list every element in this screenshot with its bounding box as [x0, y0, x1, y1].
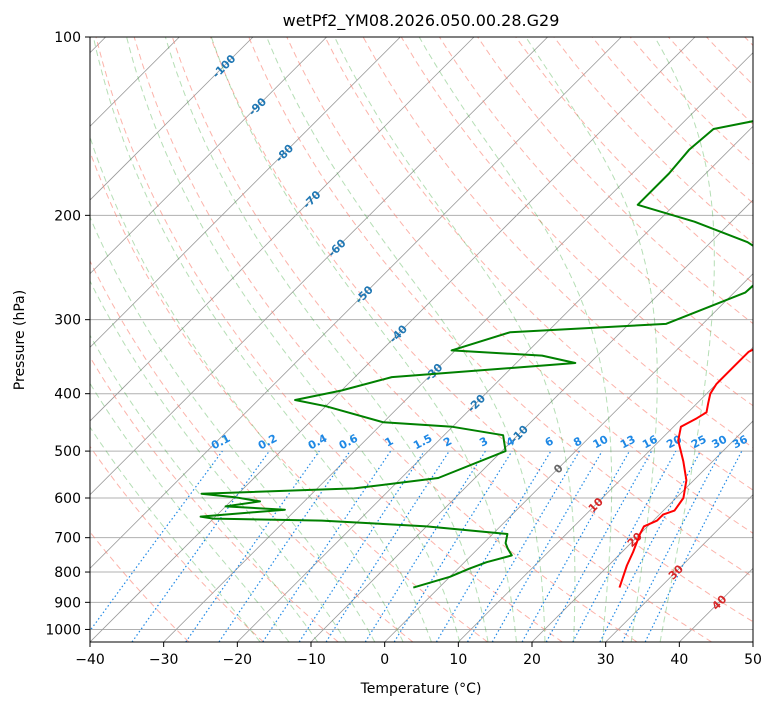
- moist-adiabat-line: [525, 37, 658, 642]
- x-axis-title: Temperature (°C): [360, 681, 482, 697]
- mixing-ratio-line: [90, 450, 223, 632]
- isotherm-line: [163, 52, 753, 642]
- plot-frame: [89, 36, 754, 643]
- x-tick-label: −20: [223, 652, 253, 668]
- chart-title: wetPf2_YM08.2026.050.00.28.G29: [283, 11, 560, 31]
- mixing-ratio-line: [218, 450, 351, 642]
- moist-adiabat-line: [126, 37, 461, 642]
- mixing-ratio-line: [131, 450, 270, 642]
- isotherm-line: [90, 37, 327, 275]
- mixing-ratio-label: 25: [689, 433, 709, 452]
- x-tick-label: −10: [296, 652, 326, 668]
- moist-adiabat-line: [266, 37, 546, 642]
- isotherm-line: [752, 641, 753, 642]
- dry-adiabat-line: [90, 445, 264, 642]
- mixing-ratio-line: [298, 450, 425, 642]
- y-tick-label: 400: [54, 387, 81, 403]
- moist-adiabat-line: [654, 37, 715, 642]
- y-tick-label: 700: [54, 531, 81, 547]
- moist-adiabat-line: [92, 37, 432, 642]
- moist-adiabat-line: [90, 135, 404, 642]
- x-tick-label: 0: [380, 652, 389, 668]
- dry-adiabat-line: [171, 37, 712, 642]
- mixing-ratio-label: 36: [730, 433, 750, 452]
- mixing-ratio-label: 30: [710, 433, 730, 452]
- x-tick-label: 50: [744, 652, 762, 668]
- dry-adiabat-line: [90, 356, 339, 642]
- x-axis-ticks: −40 −30 −20 −10 0 10 20 30 40 50: [75, 642, 762, 668]
- mixing-ratio-line: [545, 450, 653, 642]
- mixing-ratio-line: [185, 450, 320, 642]
- isotherm-line: [531, 420, 753, 642]
- mixing-ratio-line: [325, 450, 450, 642]
- background-lines: [90, 37, 753, 642]
- plot-background: [90, 37, 753, 642]
- dewpoint-profile-line: [199, 120, 753, 589]
- mixing-ratio-line: [393, 450, 513, 642]
- dry-adiabat-line: [248, 37, 753, 578]
- y-tick-label: 600: [54, 491, 81, 507]
- isotherm-line: [90, 37, 548, 496]
- dry-adiabat-line: [90, 259, 414, 642]
- y-tick-label: 100: [54, 30, 81, 46]
- x-tick-label: −40: [75, 652, 105, 668]
- mixing-ratio-label: 16: [640, 433, 660, 452]
- moist-adiabat-line: [90, 215, 376, 642]
- y-tick-label: 1000: [45, 622, 81, 638]
- isotherm-line: [90, 37, 696, 642]
- dry-adiabat-line: [95, 37, 563, 642]
- moist-adiabat-line: [210, 37, 517, 642]
- moist-adiabat-line: [164, 37, 489, 642]
- isotherm-line: [90, 37, 475, 422]
- y-tick-label: 900: [54, 595, 81, 611]
- moist-adiabat-line: [90, 334, 319, 642]
- moist-adiabat-line: [90, 382, 290, 642]
- mixing-ratio-line: [521, 450, 631, 642]
- mixing-ratio-line: [262, 450, 392, 642]
- moist-adiabat-line: [90, 426, 261, 642]
- isotherm-line: [458, 346, 753, 642]
- isotherm-line: [237, 125, 753, 642]
- x-tick-label: 20: [523, 652, 541, 668]
- isotherm-line: [90, 37, 622, 569]
- moist-adiabat-line: [334, 37, 576, 642]
- mixing-ratio-label: 10: [591, 432, 611, 451]
- profile-lines: [199, 120, 753, 589]
- dry-adiabat-line: [133, 37, 638, 642]
- dry-adiabat-line: [324, 37, 753, 491]
- dry-adiabat-line: [515, 37, 753, 284]
- y-axis-ticks: 100 200 300 400 500 600 700 800 900 1000: [45, 30, 90, 638]
- x-tick-label: 40: [670, 652, 688, 668]
- isotherm-line: [90, 37, 254, 201]
- temperature-profile-line: [618, 348, 753, 588]
- x-tick-label: 30: [597, 652, 615, 668]
- mixing-ratio-label: 13: [618, 433, 638, 452]
- y-tick-label: 500: [54, 444, 81, 460]
- x-tick-label: 10: [449, 652, 467, 668]
- y-axis-title: Pressure (hPa): [12, 290, 28, 390]
- x-tick-label: −30: [149, 652, 179, 668]
- isotherm-line: [605, 494, 753, 642]
- isotherm-line: [90, 37, 401, 348]
- dry-adiabat-line: [210, 37, 753, 623]
- y-tick-label: 200: [54, 208, 81, 224]
- y-tick-label: 300: [54, 313, 81, 329]
- moist-adiabat-line: [418, 37, 613, 642]
- mixing-ratio-line: [572, 450, 677, 642]
- isotherm-line: [384, 273, 753, 642]
- y-tick-label: 800: [54, 565, 81, 581]
- mixing-ratio-line: [644, 450, 743, 642]
